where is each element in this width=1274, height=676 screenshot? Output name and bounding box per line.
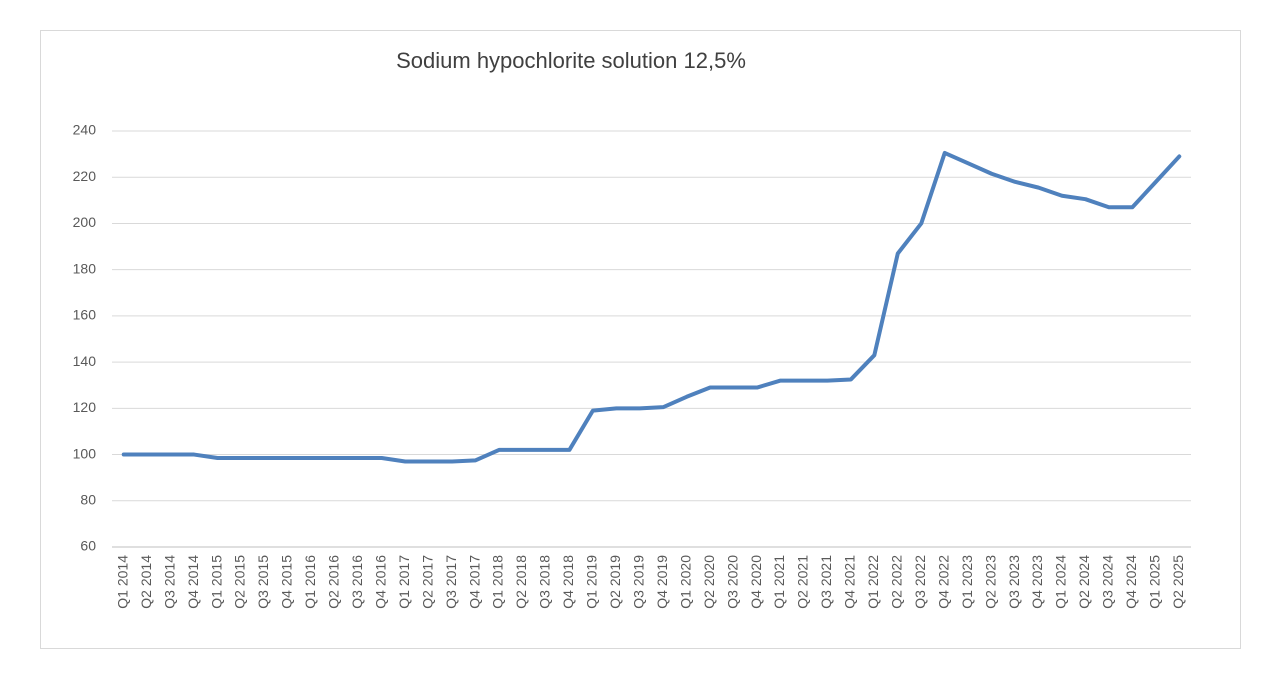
- x-tick-label: Q1 2024: [1053, 555, 1069, 609]
- x-tick-label: Q1 2025: [1147, 555, 1163, 609]
- x-tick-label: Q1 2020: [677, 555, 693, 609]
- y-tick-label: 220: [73, 168, 97, 184]
- x-tick-label: Q3 2016: [349, 555, 365, 609]
- x-tick-label: Q3 2019: [630, 555, 646, 609]
- x-tick-label: Q1 2015: [208, 555, 224, 609]
- x-tick-label: Q2 2021: [795, 555, 811, 609]
- x-tick-label: Q2 2023: [982, 555, 998, 609]
- x-tick-label: Q1 2016: [302, 555, 318, 609]
- x-tick-label: Q1 2014: [114, 555, 130, 609]
- y-tick-label: 240: [73, 122, 97, 138]
- x-tick-label: Q3 2015: [255, 555, 271, 609]
- x-tick-label: Q4 2020: [748, 555, 764, 609]
- x-tick-label: Q2 2017: [419, 555, 435, 609]
- x-tick-label: Q2 2025: [1170, 555, 1186, 609]
- y-tick-label: 80: [80, 491, 96, 507]
- x-tick-label: Q4 2023: [1029, 555, 1045, 609]
- x-tick-label: Q3 2021: [818, 555, 834, 609]
- x-tick-label: Q3 2014: [161, 555, 177, 609]
- x-tick-label: Q2 2016: [326, 555, 342, 609]
- x-tick-label: Q4 2014: [185, 555, 201, 609]
- x-tick-label: Q1 2023: [959, 555, 975, 609]
- x-tick-label: Q4 2022: [935, 555, 951, 609]
- x-tick-label: Q3 2020: [724, 555, 740, 609]
- y-tick-label: 200: [73, 214, 97, 230]
- x-tick-label: Q1 2017: [396, 555, 412, 609]
- x-tick-label: Q3 2023: [1006, 555, 1022, 609]
- y-tick-label: 100: [73, 445, 97, 461]
- x-tick-label: Q2 2022: [888, 555, 904, 609]
- x-tick-label: Q3 2024: [1100, 555, 1116, 609]
- x-tick-label: Q4 2024: [1123, 555, 1139, 609]
- x-tick-label: Q2 2014: [138, 555, 154, 609]
- x-tick-label: Q1 2018: [490, 555, 506, 609]
- x-tick-label: Q2 2015: [232, 555, 248, 609]
- chart-frame: [40, 30, 1241, 649]
- x-tick-label: Q4 2015: [279, 555, 295, 609]
- x-tick-label: Q2 2018: [513, 555, 529, 609]
- x-tick-label: Q1 2019: [584, 555, 600, 609]
- x-tick-label: Q2 2024: [1076, 555, 1092, 609]
- x-tick-label: Q4 2018: [560, 555, 576, 609]
- y-tick-label: 60: [80, 538, 96, 554]
- y-tick-label: 160: [73, 307, 97, 323]
- x-tick-label: Q1 2021: [771, 555, 787, 609]
- x-tick-label: Q3 2018: [537, 555, 553, 609]
- x-tick-label: Q4 2017: [466, 555, 482, 609]
- x-tick-label: Q4 2016: [372, 555, 388, 609]
- x-tick-label: Q4 2019: [654, 555, 670, 609]
- x-tick-label: Q2 2019: [607, 555, 623, 609]
- data-line: [121, 150, 1182, 464]
- y-tick-label: 140: [73, 353, 97, 369]
- x-tick-label: Q4 2021: [842, 555, 858, 609]
- x-tick-label: Q3 2017: [443, 555, 459, 609]
- x-tick-label: Q3 2022: [912, 555, 928, 609]
- y-tick-label: 180: [73, 260, 97, 276]
- x-tick-label: Q2 2020: [701, 555, 717, 609]
- y-tick-label: 120: [73, 399, 97, 415]
- chart-title: Sodium hypochlorite solution 12,5%: [396, 48, 746, 73]
- x-tick-label: Q1 2022: [865, 555, 881, 609]
